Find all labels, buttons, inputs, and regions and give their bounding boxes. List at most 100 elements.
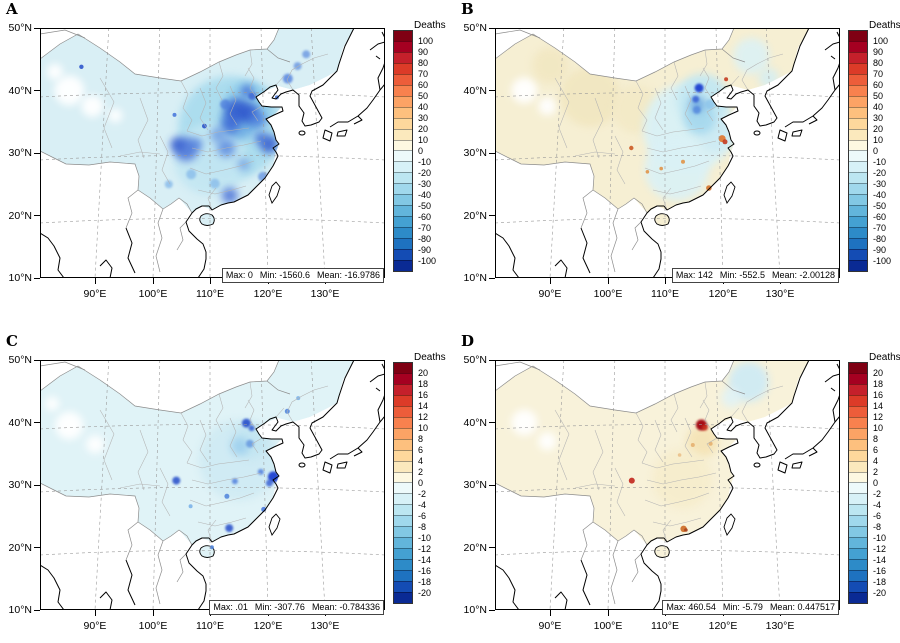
y-tick-label-B: 20°N: [463, 209, 487, 222]
y-tick-B: [489, 277, 495, 279]
colorbar-segment: [849, 438, 867, 450]
colorbar-title-C: Deaths: [414, 352, 446, 363]
colorbar-tick-label-A: 90: [418, 47, 429, 57]
mean-value-B: Mean: -2.00128: [771, 270, 835, 280]
colorbar-segment: [394, 363, 412, 373]
colorbar-tick-label-B: -60: [873, 212, 887, 222]
colorbar-segment: [394, 31, 412, 41]
taiwan-island: [723, 181, 736, 204]
colorbar-segment: [849, 238, 867, 250]
colorbar-tick-label-C: 6: [418, 445, 424, 455]
y-tick-C: [34, 359, 40, 361]
y-tick-D: [489, 359, 495, 361]
colorbar-segment: [394, 383, 412, 395]
map-D: Max: 460.54 Min: -5.79 Mean: 0.447517: [495, 360, 840, 615]
colorbar-tick-label-A: 0: [418, 146, 424, 156]
max-value-D: Max: 460.54: [666, 602, 716, 612]
colorbar-tick-label-D: -4: [873, 500, 882, 510]
colorbar-segment: [394, 238, 412, 250]
country-borders: [40, 28, 291, 273]
y-tick-A: [34, 27, 40, 29]
x-tick-label-C: 130°E: [310, 620, 340, 632]
x-tick-label-C: 90°E: [83, 620, 107, 632]
colorbar-tick-label-A: -10: [418, 157, 432, 167]
data-field-B: [495, 28, 809, 213]
colorbar-tick-label-B: 90: [873, 47, 884, 57]
colorbar-tick-label-C: 0: [418, 478, 424, 488]
colorbar-tick-label-B: -20: [873, 168, 887, 178]
y-tick-A: [34, 215, 40, 216]
colorbar-tick-label-A: -60: [418, 212, 432, 222]
stats-box-B: Max: 142 Min: -552.5 Mean: -2.00128: [671, 268, 839, 283]
x-tick-label-B: 110°E: [651, 288, 679, 300]
x-tick-label-C: 110°E: [196, 620, 224, 632]
y-tick-B: [489, 90, 495, 91]
colorbar-segment: [394, 460, 412, 472]
y-tick-label-D: 40°N: [463, 416, 487, 429]
colorbar-segment: [849, 106, 867, 118]
y-tick-label-A: 10°N: [8, 272, 32, 284]
colorbar-segment: [394, 449, 412, 461]
colorbar-tick-label-D: 18: [873, 379, 884, 389]
colorbar-segment: [849, 260, 867, 271]
colorbar-segment: [394, 260, 412, 271]
panel-D: D Max: 460.54 Min: -5.79 Mean: 0.447517 50°N…: [455, 332, 900, 643]
min-value-B: Min: -552.5: [719, 270, 765, 280]
colorbar-segment: [394, 537, 412, 549]
taiwan-island: [268, 513, 281, 536]
colorbar-tick-label-C: -14: [418, 555, 432, 565]
colorbar-tick-label-C: -4: [418, 500, 427, 510]
colorbar-segment: [849, 504, 867, 516]
colorbar-segment: [394, 515, 412, 527]
colorbar-segment: [849, 383, 867, 395]
colorbar-tick-label-D: -10: [873, 533, 887, 543]
colorbar-segment: [394, 581, 412, 593]
colorbar-segment: [849, 460, 867, 472]
colorbar-segment: [394, 416, 412, 428]
colorbar-tick-label-C: 16: [418, 390, 429, 400]
colorbar-tick-label-C: -18: [418, 577, 432, 587]
colorbar-segment: [849, 128, 867, 140]
panel-A: A Max: 0 Min: -1560.6 Mean: -16.9786 50°N 40°…: [0, 0, 455, 322]
mean-value-D: Mean: 0.447517: [769, 602, 835, 612]
colorbar-tick-label-B: -100: [873, 256, 892, 266]
colorbar-title-D: Deaths: [869, 352, 900, 363]
colorbar-tick-label-A: -70: [418, 223, 432, 233]
colorbar-tick-label-B: -30: [873, 179, 887, 189]
mean-value-A: Mean: -16.9786: [316, 270, 380, 280]
colorbar-segment: [849, 249, 867, 261]
y-tick-D: [489, 484, 495, 486]
colorbar-segment: [394, 205, 412, 217]
colorbar-segment: [394, 117, 412, 129]
taiwan-island: [268, 181, 281, 204]
colorbar-tick-label-D: -6: [873, 511, 882, 521]
colorbar-segment: [849, 405, 867, 417]
colorbar-segment: [394, 161, 412, 173]
colorbar-tick-label-B: 50: [873, 91, 884, 101]
colorbar-segment: [394, 183, 412, 195]
colorbar-tick-label-B: -70: [873, 223, 887, 233]
map-frame: [40, 28, 385, 278]
x-tick-C: [95, 610, 96, 616]
colorbar-tick-label-A: -100: [418, 256, 437, 266]
colorbar-segment: [394, 62, 412, 74]
x-tick-D: [608, 610, 609, 616]
colorbar-segment: [394, 73, 412, 85]
y-tick-A: [34, 90, 40, 91]
colorbar-tick-label-C: 10: [418, 423, 429, 433]
colorbar-tick-label-C: -16: [418, 566, 432, 576]
colorbar-tick-label-A: 80: [418, 58, 429, 68]
colorbar-tick-label-D: 10: [873, 423, 884, 433]
country-borders: [40, 360, 291, 605]
colorbar-title-A: Deaths: [414, 20, 446, 31]
colorbar-A: Deaths 100 90 80 70 60 50 40 30 20 10 0 -10 -20 -30 -40…: [393, 20, 455, 282]
x-tick-label-A: 120°E: [253, 288, 283, 300]
y-tick-label-A: 50°N: [8, 22, 32, 34]
y-tick-label-D: 10°N: [463, 604, 487, 616]
colorbar-segment: [394, 227, 412, 239]
y-tick-label-B: 50°N: [463, 22, 487, 34]
colorbar-segment: [849, 559, 867, 571]
colorbar-ramp-C: [393, 362, 413, 604]
colorbar-tick-label-C: 14: [418, 401, 429, 411]
